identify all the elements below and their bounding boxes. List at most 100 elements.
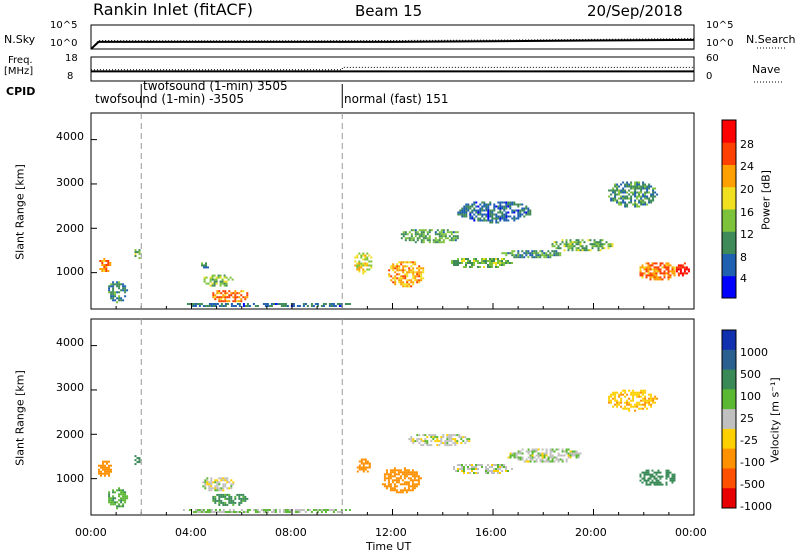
heatmap-cell — [428, 235, 431, 238]
heatmap-cell — [651, 268, 654, 271]
heatmap-cell — [647, 483, 650, 486]
heatmap-cell — [659, 475, 662, 478]
heatmap-cell — [624, 405, 627, 408]
heatmap-cell — [234, 501, 237, 504]
heatmap-cell — [651, 473, 654, 476]
heatmap-cell — [571, 454, 574, 457]
heatmap-cell — [310, 305, 313, 307]
heatmap-cell — [404, 265, 407, 268]
heatmap-cell — [112, 497, 115, 500]
heatmap-cell — [110, 285, 113, 288]
heatmap-cell — [110, 503, 113, 506]
heatmap-cell — [630, 399, 633, 402]
heatmap-cell — [608, 397, 611, 400]
heatmap-cell — [432, 436, 435, 439]
heatmap-cell — [653, 483, 656, 486]
heatmap-cell — [618, 393, 621, 396]
heatmap-cell — [473, 217, 476, 220]
heatmap-cell — [228, 497, 231, 500]
heatmap-cell — [553, 450, 556, 453]
heatmap-cell — [404, 269, 407, 272]
heatmap-cell — [404, 277, 407, 280]
heatmap-cell — [246, 296, 249, 299]
heatmap-cell — [102, 460, 104, 463]
heatmap-cell — [616, 405, 619, 408]
heatmap-cell — [390, 279, 393, 282]
heatmap-cell — [124, 289, 127, 292]
heatmap-cell — [579, 452, 582, 455]
heatmap-cell — [424, 237, 427, 240]
heatmap-cell — [489, 221, 492, 224]
heatmap-cell — [442, 233, 445, 236]
heatmap-cell — [622, 189, 625, 192]
heatmap-cell — [208, 509, 211, 511]
heatmap-cell — [551, 454, 554, 457]
heatmap-cell — [394, 275, 397, 278]
power-panel-frame — [90, 112, 695, 310]
heatmap-cell — [391, 475, 394, 478]
heatmap-cell — [622, 195, 625, 198]
heatmap-cell — [226, 296, 229, 299]
heatmap-cell — [138, 457, 141, 460]
heatmap-cell — [418, 229, 421, 232]
heatmap-cell — [242, 511, 245, 513]
heatmap-cell — [432, 241, 435, 244]
heatmap-cell — [366, 460, 369, 463]
heatmap-cell — [575, 456, 578, 459]
heatmap-cell — [517, 450, 520, 453]
heatmap-cell — [655, 481, 658, 484]
heatmap-cell — [212, 495, 215, 498]
heatmap-cell — [652, 397, 655, 400]
heatmap-cell — [413, 473, 416, 476]
heatmap-cell — [332, 303, 335, 305]
heatmap-cell — [545, 458, 548, 461]
heatmap-cell — [418, 237, 421, 240]
heatmap-cell — [108, 291, 111, 294]
heatmap-cell — [541, 448, 544, 451]
heatmap-cell — [457, 260, 459, 262]
heatmap-cell — [124, 497, 127, 500]
heatmap-cell — [649, 483, 652, 486]
heatmap-cell — [114, 295, 117, 298]
heatmap-cell — [228, 501, 231, 504]
heatmap-cell — [646, 197, 649, 200]
power-colorbar-segment — [722, 164, 736, 188]
heatmap-cell — [575, 452, 578, 455]
heatmap-cell — [481, 205, 484, 208]
heatmap-cell — [614, 183, 617, 186]
heatmap-cell — [407, 469, 410, 472]
heatmap-cell — [673, 272, 676, 275]
heatmap-cell — [102, 466, 104, 469]
heatmap-cell — [322, 303, 325, 305]
heatmap-cell — [218, 493, 221, 496]
heatmap-cell — [649, 278, 652, 281]
heatmap-cell — [535, 254, 538, 257]
heatmap-cell — [224, 290, 227, 293]
velocity-ytick-2000: 2000 — [56, 428, 84, 441]
heatmap-cell — [314, 509, 317, 511]
heatmap-cell — [509, 205, 512, 208]
heatmap-cell — [282, 511, 285, 513]
heatmap-cell — [280, 305, 283, 307]
heatmap-cell — [410, 235, 413, 238]
heatmap-cell — [360, 460, 363, 463]
heatmap-cell — [650, 399, 653, 402]
heatmap-cell — [641, 266, 644, 269]
heatmap-cell — [202, 481, 205, 484]
heatmap-cell — [407, 477, 410, 480]
power-colorbar-segment — [722, 275, 736, 299]
heatmap-cell — [411, 473, 414, 476]
heatmap-cell — [659, 264, 662, 267]
power-colorbar-segment — [722, 209, 736, 232]
heatmap-cell — [392, 265, 395, 268]
heatmap-cell — [505, 254, 508, 257]
heatmap-cell — [442, 241, 445, 244]
heatmap-cell — [402, 265, 405, 268]
heatmap-cell — [622, 393, 625, 396]
heatmap-cell — [630, 393, 633, 396]
heatmap-cell — [638, 205, 641, 208]
heatmap-cell — [683, 266, 686, 269]
heatmap-cell — [202, 509, 205, 511]
heatmap-cell — [559, 458, 562, 461]
heatmap-cell — [254, 305, 257, 307]
